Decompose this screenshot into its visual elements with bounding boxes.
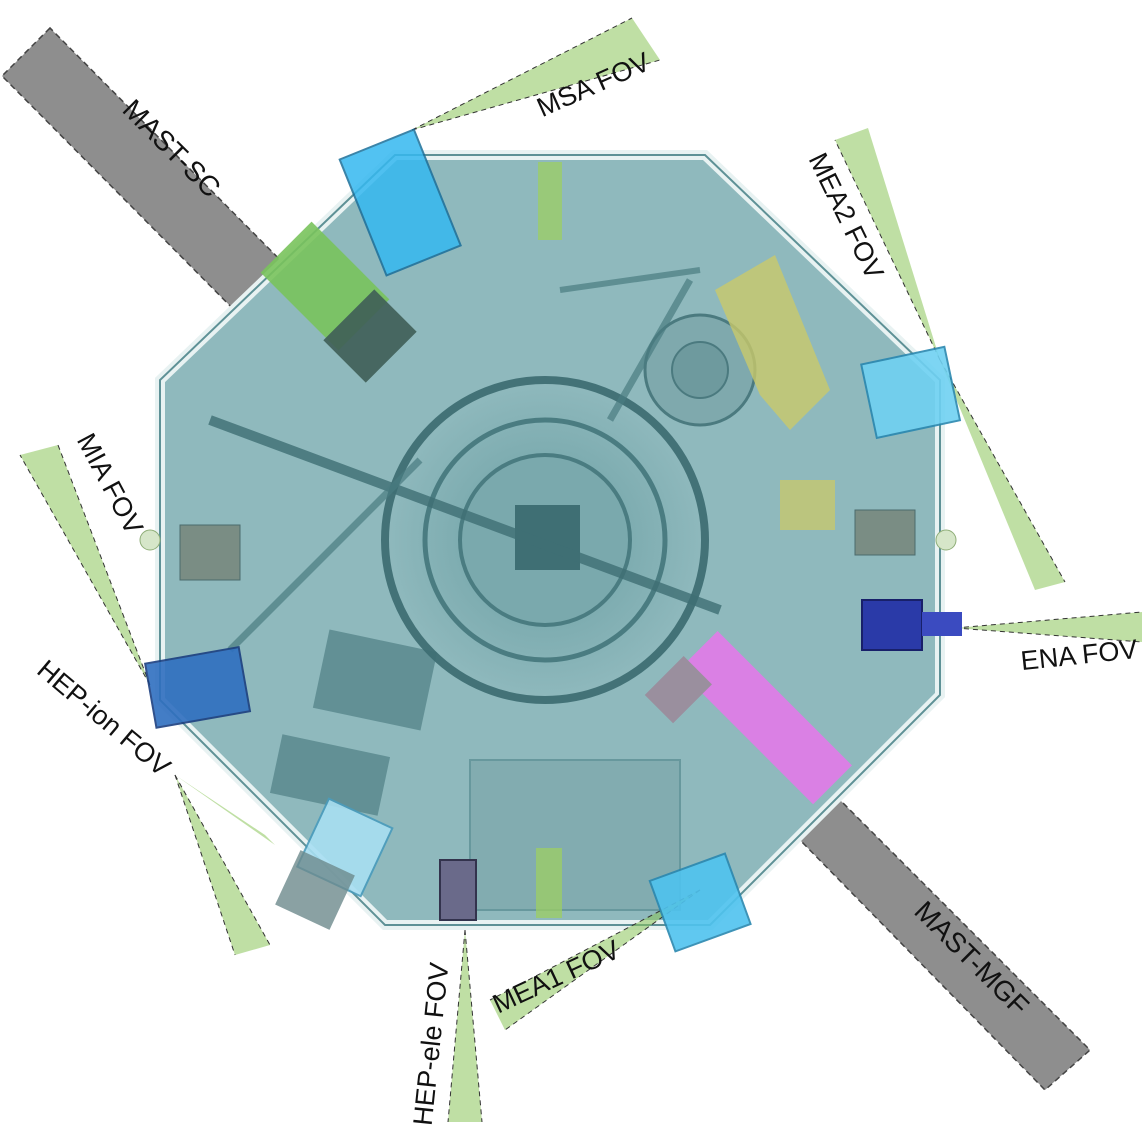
hep-ele-sensor — [439, 859, 477, 921]
ena-fov-cone — [954, 611, 1143, 643]
mea1-sensor — [648, 852, 752, 953]
msa-sensor — [338, 128, 462, 277]
mia-fov-cone — [19, 444, 151, 686]
mast-sc-base-cylinder — [260, 221, 417, 383]
label-ena-fov: ENA FOV — [1019, 634, 1139, 676]
mea2-fov-cone — [834, 128, 1066, 590]
msa-fov-cone — [411, 17, 661, 131]
label-mea1-fov: MEA1 FOV — [488, 934, 624, 1019]
hep-ion-fov-cone — [174, 774, 275, 956]
hep-ele-fov-cone — [447, 929, 483, 1123]
mia-hep-ion-sensor — [143, 645, 252, 729]
mast-sc — [0, 26, 312, 340]
mast-mgf-base-cylinder — [644, 631, 852, 805]
mast-mgf — [798, 798, 1092, 1092]
mea2-sensor — [860, 345, 962, 440]
label-hep-ele-fov: HEP-ele FOV — [408, 961, 455, 1127]
ena-sensor — [861, 599, 962, 651]
hep-ion-aux-sensor — [275, 797, 394, 930]
